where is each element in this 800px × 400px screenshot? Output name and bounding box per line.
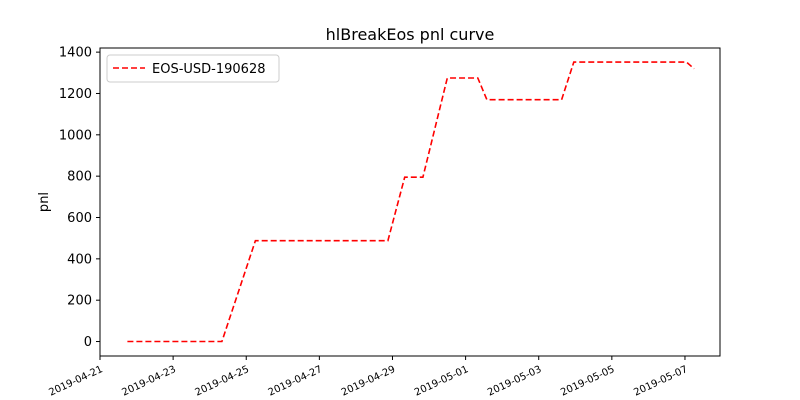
plot-frame (99, 47, 721, 357)
series-line-eos-usd-190628 (127, 61, 695, 343)
legend-box (106, 54, 280, 83)
chart-title: hlBreakEos pnl curve (326, 25, 495, 44)
y-tick-label: 1400 (59, 46, 92, 61)
legend: EOS-USD-190628 (106, 54, 280, 83)
y-tick-label: 400 (67, 252, 92, 267)
series-layer (127, 61, 695, 343)
y-tick-label: 0 (84, 335, 92, 350)
y-tick-label: 1000 (59, 128, 92, 143)
legend-label-eos-usd-190628: EOS-USD-190628 (152, 62, 265, 77)
y-axis-ticks: 0 200 400 600 800 1000 1200 1400 (59, 46, 100, 350)
y-tick-label: 200 (67, 294, 92, 309)
y-tick-label: 600 (67, 211, 92, 226)
y-axis-label: pnl (37, 192, 52, 212)
y-tick-label: 1200 (59, 87, 92, 102)
y-tick-label: 800 (67, 170, 92, 185)
